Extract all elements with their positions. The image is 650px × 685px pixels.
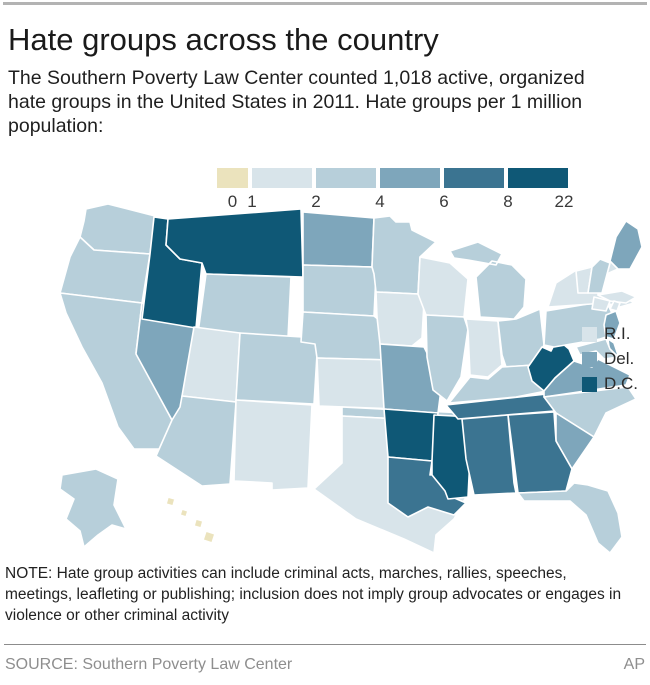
side-legend-swatch bbox=[582, 351, 597, 367]
source-label: SOURCE: Southern Poverty Law Center bbox=[5, 656, 293, 673]
state-il bbox=[425, 314, 469, 402]
state-al bbox=[461, 414, 517, 496]
state-sd bbox=[302, 264, 377, 317]
side-legend-swatch bbox=[582, 326, 597, 342]
subtitle-text: The Southern Poverty Law Center counted … bbox=[8, 67, 585, 137]
legend-tick-2: 2 bbox=[311, 192, 321, 211]
side-legend-row-del: Del. bbox=[582, 349, 646, 368]
state-ri bbox=[609, 300, 621, 312]
state-la bbox=[387, 456, 467, 518]
note-text: NOTE: Hate group activities can include … bbox=[5, 565, 622, 624]
legend-swatch-bin-0 bbox=[217, 168, 248, 188]
source-divider bbox=[4, 644, 646, 645]
page-title: Hate groups across the country bbox=[8, 22, 439, 57]
side-legend-label: D.C. bbox=[604, 374, 638, 393]
legend-tick-8: 8 bbox=[503, 192, 513, 211]
state-ak bbox=[59, 468, 127, 548]
state-mi bbox=[449, 241, 527, 320]
small-states-legend: R.I. Del. D.C. bbox=[582, 324, 646, 401]
state-co bbox=[235, 332, 319, 405]
legend-tick-4: 4 bbox=[375, 192, 385, 211]
us-choropleth-map bbox=[8, 197, 643, 562]
side-legend-label: Del. bbox=[604, 349, 635, 368]
side-legend-row-ri: R.I. bbox=[582, 324, 646, 343]
state-nj bbox=[603, 310, 621, 340]
state-wv bbox=[527, 338, 575, 392]
legend-tick-22: 22 bbox=[554, 192, 574, 211]
state-wi bbox=[417, 256, 469, 318]
state-nm bbox=[233, 399, 313, 491]
color-scale-legend: 0 1 2 4 6 8 22 bbox=[217, 168, 574, 214]
legend-tick-0: 0 bbox=[227, 192, 238, 211]
color-scale-swatches bbox=[217, 168, 571, 188]
state-ar bbox=[383, 408, 439, 462]
legend-tick-1: 1 bbox=[247, 192, 257, 211]
legend-tick-6: 6 bbox=[439, 192, 449, 211]
top-rule bbox=[3, 2, 647, 5]
state-nd bbox=[302, 211, 375, 268]
legend-swatch-bin-4 bbox=[444, 168, 504, 188]
state-wy bbox=[197, 273, 292, 339]
legend-swatch-bin-3 bbox=[380, 168, 440, 188]
state-in bbox=[465, 318, 503, 378]
side-legend-swatch bbox=[582, 376, 597, 392]
state-fl bbox=[517, 482, 623, 554]
source-row: SOURCE: Southern Poverty Law Center AP bbox=[5, 656, 645, 674]
state-nh bbox=[587, 258, 611, 294]
state-mn bbox=[371, 215, 437, 295]
state-ct bbox=[591, 296, 611, 312]
state-ia bbox=[375, 291, 425, 347]
legend-swatch-bin-5 bbox=[508, 168, 568, 188]
us-map-svg bbox=[59, 203, 643, 554]
ap-credit: AP bbox=[623, 656, 645, 673]
legend-swatch-bin-2 bbox=[316, 168, 376, 188]
side-legend-label: R.I. bbox=[604, 324, 631, 343]
legend-swatch-bin-1 bbox=[252, 168, 312, 188]
state-mt bbox=[165, 208, 304, 278]
state-hi bbox=[165, 496, 216, 544]
state-me bbox=[609, 220, 643, 270]
side-legend-row-dc: D.C. bbox=[582, 374, 646, 393]
